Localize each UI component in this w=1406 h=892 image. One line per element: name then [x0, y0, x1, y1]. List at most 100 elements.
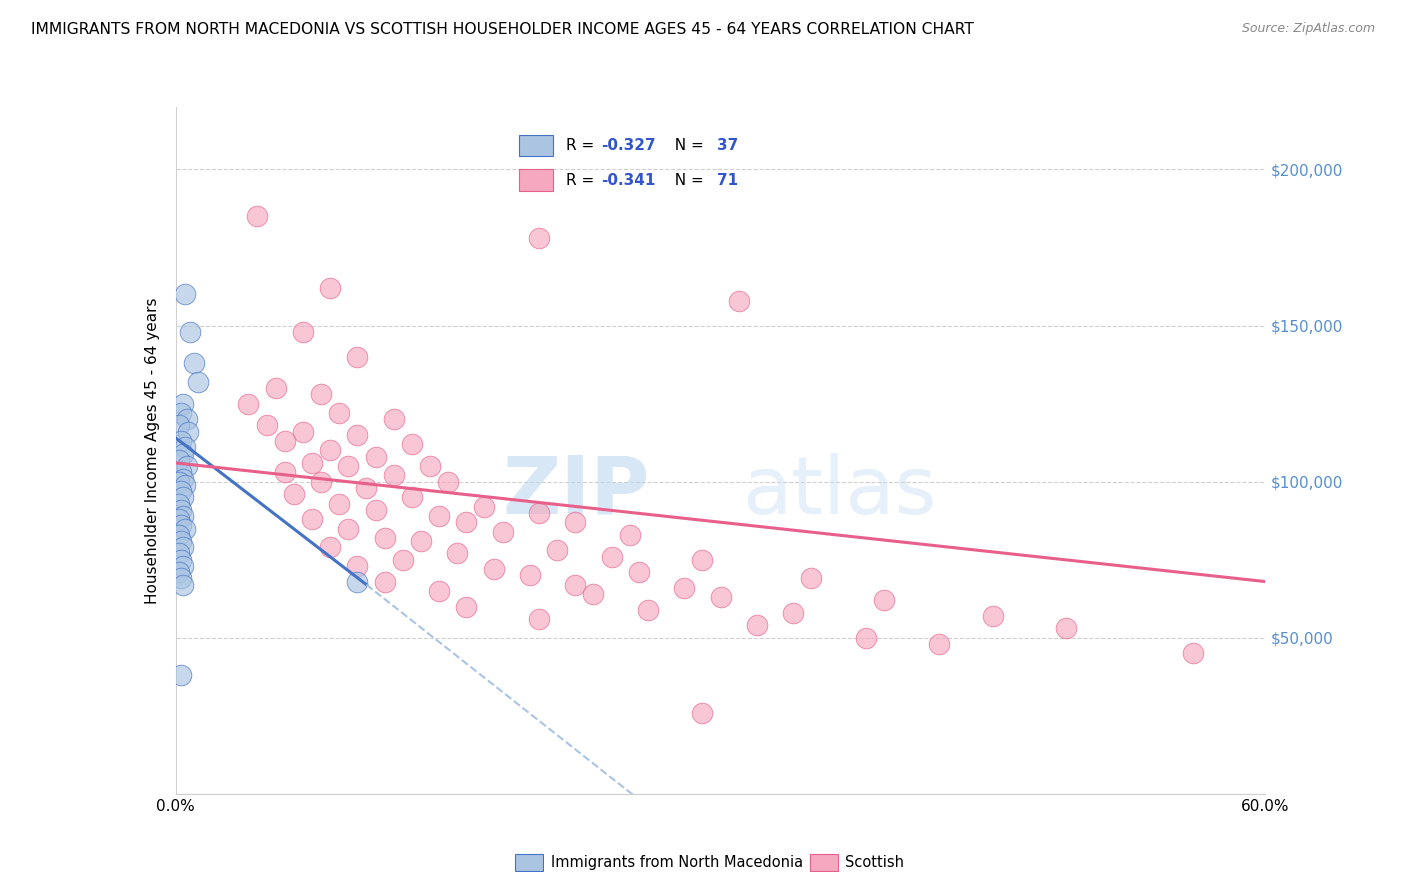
Point: [170, 502, 193, 516]
Point: [446, 546, 468, 561]
Point: [169, 452, 191, 467]
Point: [482, 562, 505, 576]
Text: N =: N =: [665, 138, 709, 153]
Point: [600, 549, 623, 564]
Point: [172, 446, 194, 460]
Point: [364, 502, 387, 516]
Point: [172, 541, 194, 555]
Point: [364, 450, 387, 464]
Text: R =: R =: [565, 173, 599, 188]
Point: [456, 599, 478, 614]
Point: [346, 350, 368, 364]
Point: [179, 325, 201, 339]
Text: Immigrants from North Macedonia: Immigrants from North Macedonia: [551, 855, 803, 870]
Point: [356, 481, 378, 495]
Point: [170, 533, 193, 548]
Point: [346, 427, 368, 442]
Point: [627, 566, 650, 580]
Point: [172, 558, 194, 574]
Point: [172, 508, 194, 523]
Point: [264, 381, 287, 395]
Point: [169, 496, 191, 510]
Point: [401, 490, 423, 504]
Point: [527, 612, 550, 626]
Point: [169, 418, 191, 433]
Point: [319, 281, 342, 295]
Point: [855, 631, 877, 645]
Point: [546, 543, 568, 558]
Point: [519, 568, 541, 582]
Y-axis label: Householder Income Ages 45 - 64 years: Householder Income Ages 45 - 64 years: [145, 297, 160, 604]
Point: [374, 531, 396, 545]
Point: [176, 412, 198, 426]
Point: [183, 356, 205, 370]
Point: [474, 500, 496, 514]
Point: [173, 287, 195, 301]
Point: [173, 521, 195, 535]
Point: [727, 293, 749, 308]
Point: [309, 475, 332, 489]
Point: [170, 466, 193, 480]
Point: [456, 515, 478, 529]
Point: [337, 521, 360, 535]
Point: [637, 603, 659, 617]
Text: -0.341: -0.341: [600, 173, 655, 188]
Point: [328, 496, 350, 510]
Point: [419, 458, 441, 473]
Point: [427, 583, 450, 598]
Point: [437, 475, 460, 489]
Text: ZIP: ZIP: [502, 452, 650, 531]
Point: [1181, 646, 1204, 660]
Point: [745, 618, 768, 632]
Point: [382, 468, 405, 483]
Point: [172, 396, 194, 410]
Text: 37: 37: [717, 138, 738, 153]
Point: [527, 231, 550, 245]
Point: [374, 574, 396, 589]
Point: [409, 533, 432, 548]
Point: [170, 571, 193, 585]
Point: [256, 418, 278, 433]
Point: [176, 458, 198, 473]
Point: [283, 487, 305, 501]
Point: [564, 515, 586, 529]
Point: [170, 434, 193, 449]
Point: [172, 471, 194, 485]
Point: [173, 440, 195, 454]
Point: [319, 541, 342, 555]
Point: [346, 574, 368, 589]
Point: [873, 593, 896, 607]
Bar: [519, 135, 553, 156]
Point: [172, 490, 194, 504]
Point: [274, 466, 297, 480]
Point: [169, 512, 191, 526]
Point: [246, 209, 269, 223]
Point: [800, 571, 823, 585]
Point: [186, 375, 209, 389]
Point: [169, 546, 191, 561]
Point: [346, 558, 368, 574]
Point: [427, 508, 450, 523]
Point: [391, 552, 413, 567]
Point: [673, 581, 696, 595]
Point: [274, 434, 297, 449]
Text: -0.327: -0.327: [600, 138, 655, 153]
Point: [928, 637, 950, 651]
Point: [291, 425, 314, 439]
Point: [169, 475, 191, 489]
Bar: [519, 169, 553, 191]
Point: [619, 527, 641, 541]
Point: [319, 443, 342, 458]
Point: [170, 668, 193, 682]
Point: [238, 396, 260, 410]
Point: [337, 458, 360, 473]
Text: R =: R =: [565, 138, 599, 153]
Point: [710, 591, 733, 605]
Point: [170, 406, 193, 420]
Point: [401, 437, 423, 451]
Text: IMMIGRANTS FROM NORTH MACEDONIA VS SCOTTISH HOUSEHOLDER INCOME AGES 45 - 64 YEAR: IMMIGRANTS FROM NORTH MACEDONIA VS SCOTT…: [31, 22, 974, 37]
Text: Scottish: Scottish: [845, 855, 904, 870]
Point: [328, 406, 350, 420]
Point: [169, 527, 191, 541]
Point: [301, 456, 323, 470]
